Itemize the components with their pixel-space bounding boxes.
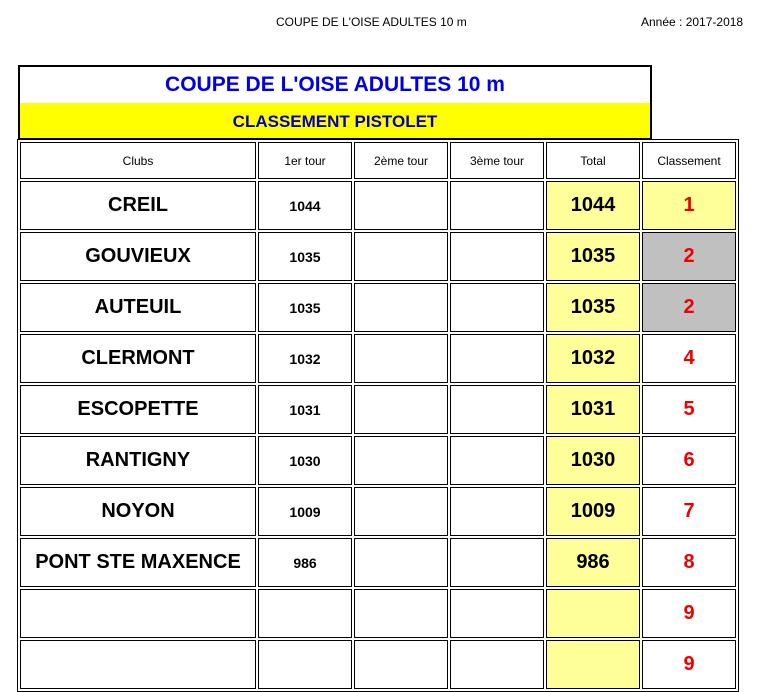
total-cell: 1032 bbox=[546, 334, 640, 383]
total-cell: 986 bbox=[546, 538, 640, 587]
round3-cell bbox=[450, 232, 544, 281]
round3-cell bbox=[450, 436, 544, 485]
round2-cell bbox=[354, 181, 448, 230]
table-row: RANTIGNY 1030 1030 6 bbox=[20, 436, 736, 485]
round2-cell bbox=[354, 283, 448, 332]
club-cell bbox=[20, 589, 256, 638]
column-header: Classement bbox=[642, 142, 736, 179]
round3-cell bbox=[450, 283, 544, 332]
table-row: PONT STE MAXENCE 986 986 8 bbox=[20, 538, 736, 587]
total-cell: 1044 bbox=[546, 181, 640, 230]
round1-cell: 986 bbox=[258, 538, 352, 587]
table-row: CREIL 1044 1044 1 bbox=[20, 181, 736, 230]
table-header-row: Clubs 1er tour 2ème tour 3ème tour Total… bbox=[20, 142, 736, 179]
club-cell: CREIL bbox=[20, 181, 256, 230]
rank-cell: 8 bbox=[642, 538, 736, 587]
table-row: ESCOPETTE 1031 1031 5 bbox=[20, 385, 736, 434]
total-cell: 1031 bbox=[546, 385, 640, 434]
total-cell bbox=[546, 640, 640, 689]
rank-cell: 9 bbox=[642, 589, 736, 638]
round1-cell bbox=[258, 640, 352, 689]
rank-cell: 7 bbox=[642, 487, 736, 536]
round2-cell bbox=[354, 334, 448, 383]
round3-cell bbox=[450, 334, 544, 383]
rank-cell: 5 bbox=[642, 385, 736, 434]
round1-cell: 1035 bbox=[258, 232, 352, 281]
round1-cell: 1031 bbox=[258, 385, 352, 434]
round2-cell bbox=[354, 385, 448, 434]
total-cell: 1030 bbox=[546, 436, 640, 485]
club-cell: PONT STE MAXENCE bbox=[20, 538, 256, 587]
club-cell: CLERMONT bbox=[20, 334, 256, 383]
sheet-subtitle: CLASSEMENT PISTOLET bbox=[18, 103, 652, 140]
page-header-title: COUPE DE L'OISE ADULTES 10 m bbox=[276, 15, 467, 29]
round2-cell bbox=[354, 538, 448, 587]
club-cell: AUTEUIL bbox=[20, 283, 256, 332]
rank-cell: 4 bbox=[642, 334, 736, 383]
club-cell: NOYON bbox=[20, 487, 256, 536]
round2-cell bbox=[354, 640, 448, 689]
rank-cell: 2 bbox=[642, 283, 736, 332]
round2-cell bbox=[354, 436, 448, 485]
page-header-year: Année : 2017-2018 bbox=[641, 15, 744, 29]
round3-cell bbox=[450, 589, 544, 638]
club-cell bbox=[20, 640, 256, 689]
column-header: Clubs bbox=[20, 142, 256, 179]
table-row: GOUVIEUX 1035 1035 2 bbox=[20, 232, 736, 281]
rank-cell: 6 bbox=[642, 436, 736, 485]
total-cell: 1035 bbox=[546, 232, 640, 281]
total-cell bbox=[546, 589, 640, 638]
sheet-title: COUPE DE L'OISE ADULTES 10 m bbox=[18, 65, 652, 105]
column-header: 1er tour bbox=[258, 142, 352, 179]
table-row: 9 bbox=[20, 589, 736, 638]
table-row: CLERMONT 1032 1032 4 bbox=[20, 334, 736, 383]
table-row: AUTEUIL 1035 1035 2 bbox=[20, 283, 736, 332]
round3-cell bbox=[450, 181, 544, 230]
round2-cell bbox=[354, 232, 448, 281]
round1-cell bbox=[258, 589, 352, 638]
round1-cell: 1030 bbox=[258, 436, 352, 485]
table-row: NOYON 1009 1009 7 bbox=[20, 487, 736, 536]
round2-cell bbox=[354, 589, 448, 638]
round3-cell bbox=[450, 487, 544, 536]
column-header: Total bbox=[546, 142, 640, 179]
club-cell: ESCOPETTE bbox=[20, 385, 256, 434]
table-row: 9 bbox=[20, 640, 736, 689]
column-header: 3ème tour bbox=[450, 142, 544, 179]
round2-cell bbox=[354, 487, 448, 536]
column-header: 2ème tour bbox=[354, 142, 448, 179]
rank-cell: 9 bbox=[642, 640, 736, 689]
total-cell: 1009 bbox=[546, 487, 640, 536]
round3-cell bbox=[450, 538, 544, 587]
round1-cell: 1035 bbox=[258, 283, 352, 332]
ranking-table: Clubs 1er tour 2ème tour 3ème tour Total… bbox=[17, 139, 739, 692]
club-cell: GOUVIEUX bbox=[20, 232, 256, 281]
rank-cell: 2 bbox=[642, 232, 736, 281]
round3-cell bbox=[450, 385, 544, 434]
total-cell: 1035 bbox=[546, 283, 640, 332]
round1-cell: 1044 bbox=[258, 181, 352, 230]
round1-cell: 1009 bbox=[258, 487, 352, 536]
club-cell: RANTIGNY bbox=[20, 436, 256, 485]
round1-cell: 1032 bbox=[258, 334, 352, 383]
rank-cell: 1 bbox=[642, 181, 736, 230]
round3-cell bbox=[450, 640, 544, 689]
